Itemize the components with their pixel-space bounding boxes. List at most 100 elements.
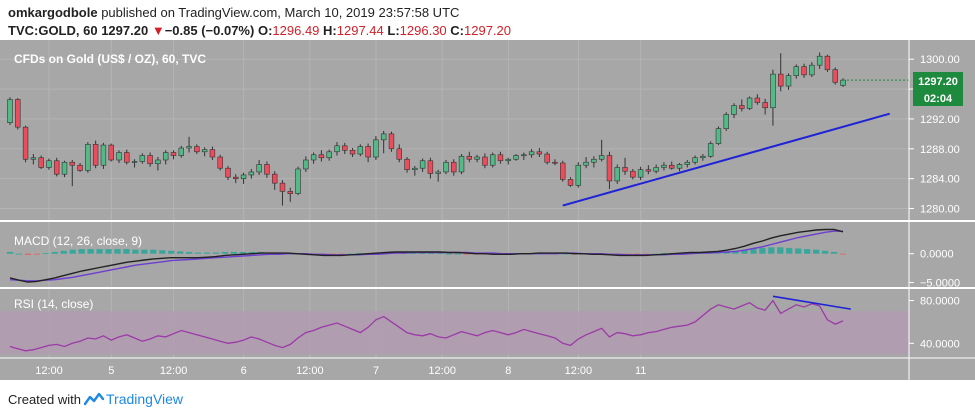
- candle-body[interactable]: [458, 155, 465, 173]
- candle-body[interactable]: [606, 155, 613, 182]
- candle-body[interactable]: [162, 152, 169, 161]
- candle-body[interactable]: [723, 114, 729, 129]
- candle-body[interactable]: [217, 156, 223, 169]
- trading-chart[interactable]: CFDs on Gold (US$ / OZ), 60, TVC MACD (1…: [0, 40, 975, 380]
- candle-body[interactable]: [466, 155, 473, 160]
- candle-body[interactable]: [614, 167, 620, 182]
- candle-body[interactable]: [645, 169, 652, 172]
- candle-body[interactable]: [832, 69, 838, 83]
- candle-body[interactable]: [201, 149, 208, 153]
- candle-body[interactable]: [209, 149, 216, 158]
- author-name[interactable]: omkargodbole: [8, 5, 98, 20]
- candle-body[interactable]: [287, 191, 293, 194]
- candle-body[interactable]: [100, 144, 107, 166]
- candle-body[interactable]: [793, 66, 800, 76]
- candle-body[interactable]: [637, 169, 644, 178]
- price-trendline[interactable]: [562, 112, 890, 207]
- candle-body[interactable]: [131, 161, 138, 163]
- candle-body[interactable]: [256, 164, 262, 173]
- candle-body[interactable]: [412, 167, 418, 171]
- candle-body[interactable]: [30, 157, 37, 160]
- candle-body[interactable]: [108, 144, 114, 161]
- candle-body[interactable]: [92, 144, 99, 166]
- candle-body[interactable]: [528, 151, 535, 156]
- candle-body[interactable]: [591, 158, 597, 163]
- candle-body[interactable]: [22, 126, 29, 160]
- candle-body[interactable]: [357, 146, 364, 155]
- candle-body[interactable]: [505, 158, 511, 162]
- candle-body[interactable]: [61, 161, 68, 175]
- candle-body[interactable]: [754, 97, 761, 103]
- candle-body[interactable]: [630, 170, 636, 178]
- candle-body[interactable]: [334, 145, 340, 153]
- candle-body[interactable]: [801, 66, 807, 76]
- candle-body[interactable]: [295, 168, 301, 194]
- candle-body[interactable]: [69, 161, 75, 166]
- candle-body[interactable]: [279, 182, 286, 192]
- candle-body[interactable]: [170, 152, 177, 156]
- candle-body[interactable]: [46, 160, 52, 168]
- candle-body[interactable]: [474, 156, 480, 160]
- price-panel[interactable]: [7, 52, 909, 207]
- candle-body[interactable]: [116, 152, 122, 161]
- candle-body[interactable]: [816, 55, 823, 66]
- candle-body[interactable]: [427, 160, 434, 174]
- candle-body[interactable]: [489, 154, 496, 166]
- candle-body[interactable]: [147, 155, 153, 165]
- candle-body[interactable]: [560, 162, 566, 180]
- candle-body[interactable]: [124, 152, 130, 163]
- candle-body[interactable]: [840, 79, 846, 86]
- candle-body[interactable]: [482, 156, 488, 166]
- candle-body[interactable]: [380, 133, 387, 141]
- candle-body[interactable]: [692, 157, 698, 163]
- candle-body[interactable]: [419, 160, 426, 169]
- candle-body[interactable]: [240, 174, 247, 179]
- candle-body[interactable]: [15, 99, 21, 128]
- candle-body[interactable]: [178, 147, 184, 156]
- candle-body[interactable]: [536, 151, 543, 155]
- candle-body[interactable]: [225, 167, 231, 178]
- candle-body[interactable]: [310, 154, 317, 161]
- tradingview-logo-icon[interactable]: [84, 390, 104, 408]
- candle-body[interactable]: [248, 171, 255, 176]
- candle-body[interactable]: [567, 179, 574, 186]
- candle-body[interactable]: [271, 173, 278, 184]
- candle-body[interactable]: [598, 155, 605, 160]
- candle-body[interactable]: [443, 161, 449, 173]
- candle-body[interactable]: [77, 164, 83, 171]
- candle-body[interactable]: [404, 158, 410, 171]
- candle-body[interactable]: [785, 75, 792, 87]
- candle-body[interactable]: [521, 154, 527, 157]
- macd-panel[interactable]: [6, 228, 847, 283]
- candle-body[interactable]: [770, 73, 776, 109]
- candle-body[interactable]: [342, 145, 348, 151]
- candle-body[interactable]: [676, 164, 683, 169]
- candle-body[interactable]: [622, 167, 628, 172]
- candle-body[interactable]: [583, 161, 589, 166]
- candle-body[interactable]: [38, 157, 44, 168]
- candle-body[interactable]: [669, 164, 675, 169]
- candle-body[interactable]: [778, 73, 784, 87]
- candle-body[interactable]: [396, 148, 402, 160]
- candle-body[interactable]: [497, 154, 504, 162]
- candle-body[interactable]: [746, 97, 753, 109]
- candle-body[interactable]: [139, 155, 146, 162]
- candle-body[interactable]: [809, 64, 815, 76]
- rsi-line[interactable]: [9, 299, 844, 352]
- candle-body[interactable]: [388, 133, 395, 150]
- candle-body[interactable]: [544, 153, 550, 163]
- candle-body[interactable]: [552, 161, 558, 164]
- candle-body[interactable]: [684, 161, 691, 165]
- candle-body[interactable]: [186, 146, 192, 149]
- candle-body[interactable]: [326, 151, 332, 159]
- candle-body[interactable]: [739, 105, 745, 109]
- tradingview-brand[interactable]: TradingView: [106, 391, 184, 407]
- candle-body[interactable]: [53, 160, 60, 175]
- candle-body[interactable]: [155, 159, 161, 165]
- candle-body[interactable]: [700, 155, 706, 159]
- candle-body[interactable]: [373, 139, 379, 158]
- candle-body[interactable]: [365, 146, 371, 158]
- candle-body[interactable]: [85, 144, 91, 171]
- candle-body[interactable]: [707, 143, 714, 157]
- rsi-panel[interactable]: [0, 295, 909, 354]
